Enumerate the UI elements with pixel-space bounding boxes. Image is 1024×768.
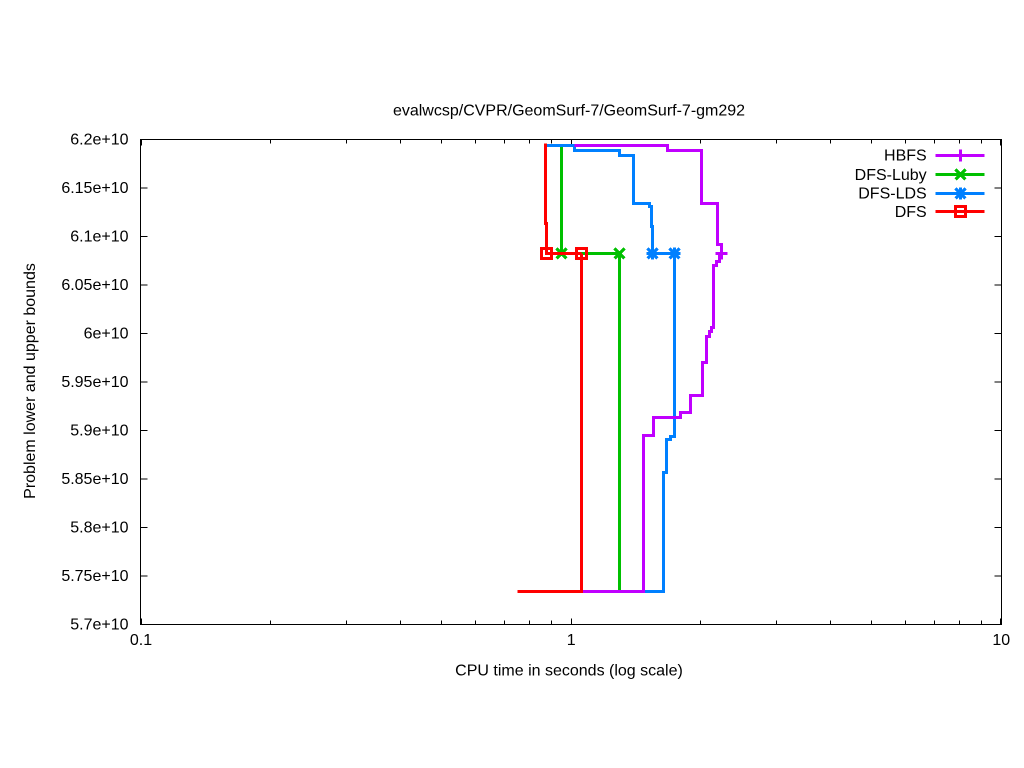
svg-text:5.75e+10: 5.75e+10 <box>61 568 128 585</box>
svg-text:1: 1 <box>567 632 576 649</box>
svg-text:10: 10 <box>992 632 1010 649</box>
svg-text:5.95e+10: 5.95e+10 <box>61 374 128 391</box>
svg-text:5.9e+10: 5.9e+10 <box>70 423 128 440</box>
svg-text:CPU time in seconds (log scale: CPU time in seconds (log scale) <box>455 663 683 680</box>
svg-text:HBFS: HBFS <box>884 148 927 165</box>
svg-text:5.7e+10: 5.7e+10 <box>70 617 128 634</box>
svg-text:6.15e+10: 6.15e+10 <box>61 180 128 197</box>
svg-text:DFS: DFS <box>895 204 927 221</box>
svg-text:DFS-LDS: DFS-LDS <box>858 186 926 203</box>
svg-text:5.8e+10: 5.8e+10 <box>70 520 128 537</box>
svg-text:DFS-Luby: DFS-Luby <box>855 167 927 184</box>
svg-text:6.05e+10: 6.05e+10 <box>61 277 128 294</box>
svg-text:Problem lower and upper bounds: Problem lower and upper bounds <box>22 263 39 499</box>
svg-text:5.85e+10: 5.85e+10 <box>61 471 128 488</box>
svg-text:6e+10: 6e+10 <box>84 326 129 343</box>
svg-text:6.1e+10: 6.1e+10 <box>70 229 128 246</box>
svg-text:evalwcsp/CVPR/GeomSurf-7/GeomS: evalwcsp/CVPR/GeomSurf-7/GeomSurf-7-gm29… <box>393 103 745 120</box>
svg-text:0.1: 0.1 <box>130 632 152 649</box>
svg-text:6.2e+10: 6.2e+10 <box>70 132 128 149</box>
